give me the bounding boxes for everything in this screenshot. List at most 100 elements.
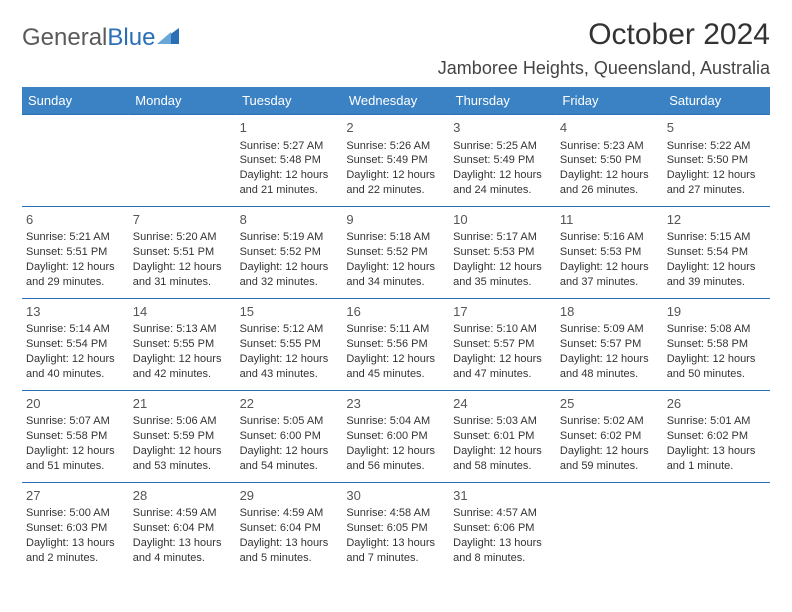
daylight-line: Daylight: 13 hours and 1 minute. [667,444,766,474]
day-number: 31 [453,487,552,505]
sunset-line: Sunset: 5:51 PM [133,245,232,260]
calendar-page: GeneralBlue October 2024 Jamboree Height… [0,0,792,612]
day-cell: 15Sunrise: 5:12 AMSunset: 5:55 PMDayligh… [236,298,343,390]
sunrise-line: Sunrise: 4:57 AM [453,506,552,521]
day-number: 2 [346,119,445,137]
day-number: 4 [560,119,659,137]
empty-cell [556,482,663,573]
daylight-line: Daylight: 13 hours and 5 minutes. [240,536,339,566]
day-number: 22 [240,395,339,413]
day-cell: 8Sunrise: 5:19 AMSunset: 5:52 PMDaylight… [236,206,343,298]
sunrise-line: Sunrise: 5:02 AM [560,414,659,429]
sunset-line: Sunset: 5:56 PM [346,337,445,352]
daylight-line: Daylight: 12 hours and 58 minutes. [453,444,552,474]
day-cell: 30Sunrise: 4:58 AMSunset: 6:05 PMDayligh… [342,482,449,573]
daylight-line: Daylight: 12 hours and 50 minutes. [667,352,766,382]
day-cell: 14Sunrise: 5:13 AMSunset: 5:55 PMDayligh… [129,298,236,390]
day-number: 15 [240,303,339,321]
sunrise-line: Sunrise: 5:06 AM [133,414,232,429]
daylight-line: Daylight: 12 hours and 22 minutes. [346,168,445,198]
sunrise-line: Sunrise: 5:11 AM [346,322,445,337]
sunset-line: Sunset: 5:57 PM [453,337,552,352]
day-cell: 29Sunrise: 4:59 AMSunset: 6:04 PMDayligh… [236,482,343,573]
day-cell: 18Sunrise: 5:09 AMSunset: 5:57 PMDayligh… [556,298,663,390]
sunrise-line: Sunrise: 5:18 AM [346,230,445,245]
daylight-line: Daylight: 12 hours and 39 minutes. [667,260,766,290]
week-row: 27Sunrise: 5:00 AMSunset: 6:03 PMDayligh… [22,482,770,573]
day-header: Monday [129,87,236,115]
sunset-line: Sunset: 5:54 PM [667,245,766,260]
daylight-line: Daylight: 12 hours and 53 minutes. [133,444,232,474]
day-header: Thursday [449,87,556,115]
sunset-line: Sunset: 6:03 PM [26,521,125,536]
daylight-line: Daylight: 12 hours and 35 minutes. [453,260,552,290]
day-number: 11 [560,211,659,229]
day-number: 1 [240,119,339,137]
sunrise-line: Sunrise: 5:27 AM [240,139,339,154]
day-number: 29 [240,487,339,505]
day-cell: 9Sunrise: 5:18 AMSunset: 5:52 PMDaylight… [342,206,449,298]
day-number: 16 [346,303,445,321]
day-cell: 19Sunrise: 5:08 AMSunset: 5:58 PMDayligh… [663,298,770,390]
sunrise-line: Sunrise: 5:04 AM [346,414,445,429]
day-cell: 24Sunrise: 5:03 AMSunset: 6:01 PMDayligh… [449,390,556,482]
day-number: 14 [133,303,232,321]
logo-text: GeneralBlue [22,24,155,52]
empty-cell [22,115,129,207]
sunset-line: Sunset: 6:04 PM [133,521,232,536]
daylight-line: Daylight: 12 hours and 45 minutes. [346,352,445,382]
day-number: 24 [453,395,552,413]
day-number: 27 [26,487,125,505]
day-number: 12 [667,211,766,229]
day-cell: 10Sunrise: 5:17 AMSunset: 5:53 PMDayligh… [449,206,556,298]
sunrise-line: Sunrise: 5:01 AM [667,414,766,429]
day-number: 18 [560,303,659,321]
day-header: Friday [556,87,663,115]
month-title: October 2024 [438,18,770,52]
sunrise-line: Sunrise: 5:03 AM [453,414,552,429]
day-cell: 6Sunrise: 5:21 AMSunset: 5:51 PMDaylight… [22,206,129,298]
sunrise-line: Sunrise: 5:17 AM [453,230,552,245]
day-cell: 31Sunrise: 4:57 AMSunset: 6:06 PMDayligh… [449,482,556,573]
day-number: 8 [240,211,339,229]
daylight-line: Daylight: 12 hours and 56 minutes. [346,444,445,474]
daylight-line: Daylight: 12 hours and 32 minutes. [240,260,339,290]
sunrise-line: Sunrise: 5:15 AM [667,230,766,245]
sunset-line: Sunset: 6:02 PM [667,429,766,444]
sunrise-line: Sunrise: 5:05 AM [240,414,339,429]
daylight-line: Daylight: 12 hours and 43 minutes. [240,352,339,382]
day-number: 21 [133,395,232,413]
header: GeneralBlue October 2024 Jamboree Height… [22,18,770,79]
sunrise-line: Sunrise: 5:07 AM [26,414,125,429]
daylight-line: Daylight: 13 hours and 7 minutes. [346,536,445,566]
daylight-line: Daylight: 12 hours and 59 minutes. [560,444,659,474]
sunrise-line: Sunrise: 5:08 AM [667,322,766,337]
day-cell: 7Sunrise: 5:20 AMSunset: 5:51 PMDaylight… [129,206,236,298]
sunrise-line: Sunrise: 5:25 AM [453,139,552,154]
sunset-line: Sunset: 5:57 PM [560,337,659,352]
sunrise-line: Sunrise: 4:59 AM [133,506,232,521]
daylight-line: Daylight: 12 hours and 34 minutes. [346,260,445,290]
sunrise-line: Sunrise: 5:23 AM [560,139,659,154]
sunset-line: Sunset: 5:48 PM [240,153,339,168]
triangle-icon [157,26,183,51]
sunrise-line: Sunrise: 4:59 AM [240,506,339,521]
day-number: 17 [453,303,552,321]
day-cell: 20Sunrise: 5:07 AMSunset: 5:58 PMDayligh… [22,390,129,482]
daylight-line: Daylight: 12 hours and 47 minutes. [453,352,552,382]
daylight-line: Daylight: 12 hours and 31 minutes. [133,260,232,290]
day-number: 19 [667,303,766,321]
sunrise-line: Sunrise: 5:16 AM [560,230,659,245]
sunset-line: Sunset: 5:54 PM [26,337,125,352]
sunrise-line: Sunrise: 5:20 AM [133,230,232,245]
title-block: October 2024 Jamboree Heights, Queenslan… [438,18,770,79]
sunrise-line: Sunrise: 5:14 AM [26,322,125,337]
sunset-line: Sunset: 5:55 PM [240,337,339,352]
sunset-line: Sunset: 6:02 PM [560,429,659,444]
sunset-line: Sunset: 5:52 PM [240,245,339,260]
day-cell: 26Sunrise: 5:01 AMSunset: 6:02 PMDayligh… [663,390,770,482]
sunrise-line: Sunrise: 5:21 AM [26,230,125,245]
calendar-table: SundayMondayTuesdayWednesdayThursdayFrid… [22,87,770,574]
day-cell: 22Sunrise: 5:05 AMSunset: 6:00 PMDayligh… [236,390,343,482]
day-cell: 2Sunrise: 5:26 AMSunset: 5:49 PMDaylight… [342,115,449,207]
